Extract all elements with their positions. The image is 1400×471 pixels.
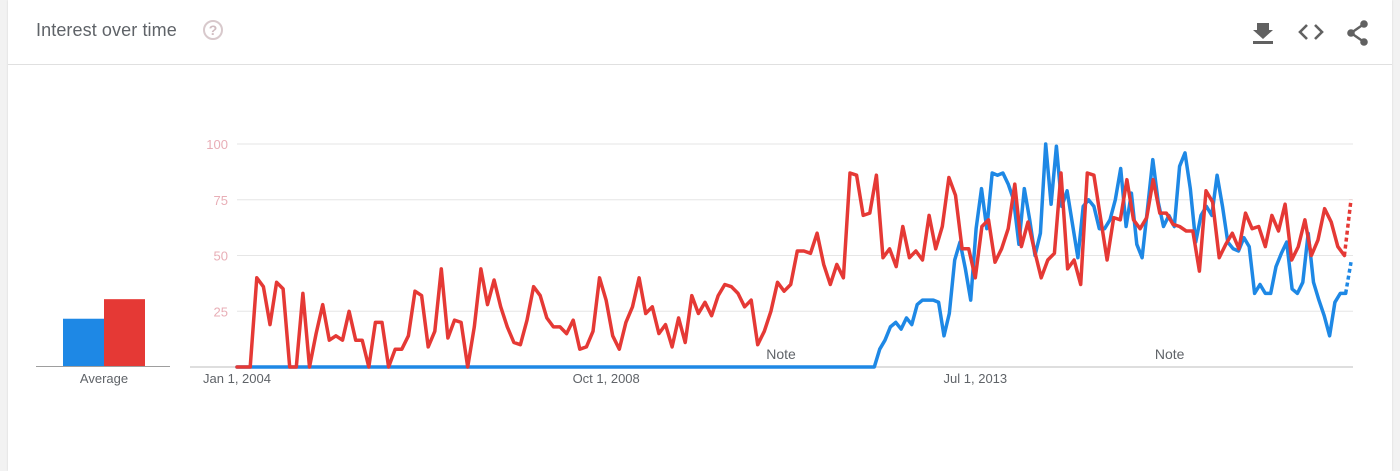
average-label: Average xyxy=(80,371,128,386)
help-icon[interactable]: ? xyxy=(203,20,223,40)
card-title: Interest over time xyxy=(36,20,177,40)
y-tick-label: 75 xyxy=(214,193,228,208)
download-icon[interactable] xyxy=(1252,20,1274,44)
embed-code-icon[interactable] xyxy=(1297,20,1325,44)
chart-note[interactable]: Note xyxy=(1155,346,1185,362)
interest-over-time-card: Interest over time ? xyxy=(8,0,1392,471)
x-tick-label: Jul 1, 2013 xyxy=(944,371,1008,386)
chart-notes: Note Note xyxy=(766,346,1184,362)
x-tick-label: Oct 1, 2008 xyxy=(573,371,640,386)
average-bar-series-1 xyxy=(63,318,104,366)
y-tick-labels: 25 50 75 100 xyxy=(206,137,228,319)
y-tick-label: 25 xyxy=(214,304,228,319)
x-tick-label: Jan 1, 2004 xyxy=(203,371,271,386)
series-partial-segment-2 xyxy=(1342,199,1353,256)
average-chart: Average xyxy=(36,299,170,386)
y-tick-label: 100 xyxy=(206,137,228,152)
chart-note[interactable]: Note xyxy=(766,346,796,362)
series-line-2 xyxy=(235,171,1347,369)
series-partial-segment-1 xyxy=(1343,261,1353,294)
series-lines xyxy=(235,142,1353,369)
card-header: Interest over time ? xyxy=(8,0,1392,65)
y-tick-label: 50 xyxy=(214,249,228,264)
x-tick-labels: Jan 1, 2004 Oct 1, 2008 Jul 1, 2013 xyxy=(203,371,1007,386)
line-chart: 25 50 75 100 Jan 1, 2004 Oct 1, 2008 Jul 1, 2… xyxy=(190,137,1353,386)
share-icon[interactable] xyxy=(1346,20,1370,46)
average-bar-series-2 xyxy=(104,299,145,366)
